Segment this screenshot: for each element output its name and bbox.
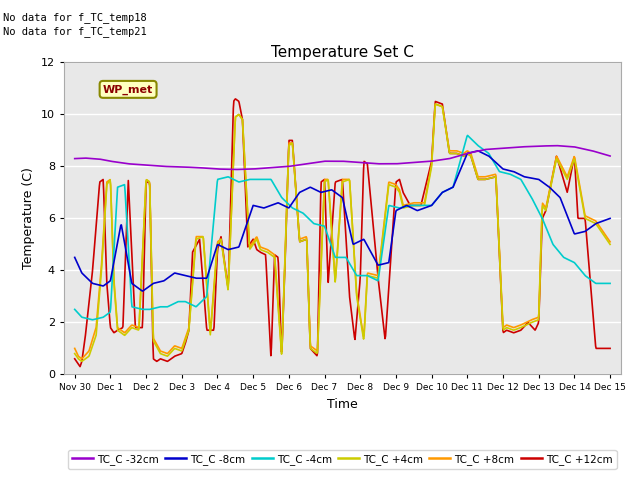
Title: Temperature Set C: Temperature Set C: [271, 45, 414, 60]
Text: No data for f_TC_temp18: No data for f_TC_temp18: [3, 12, 147, 23]
Text: No data for f_TC_temp21: No data for f_TC_temp21: [3, 26, 147, 37]
Text: WP_met: WP_met: [103, 84, 153, 95]
Legend: TC_C -32cm, TC_C -8cm, TC_C -4cm, TC_C +4cm, TC_C +8cm, TC_C +12cm: TC_C -32cm, TC_C -8cm, TC_C -4cm, TC_C +…: [68, 450, 616, 469]
Y-axis label: Temperature (C): Temperature (C): [22, 168, 35, 269]
X-axis label: Time: Time: [327, 398, 358, 411]
